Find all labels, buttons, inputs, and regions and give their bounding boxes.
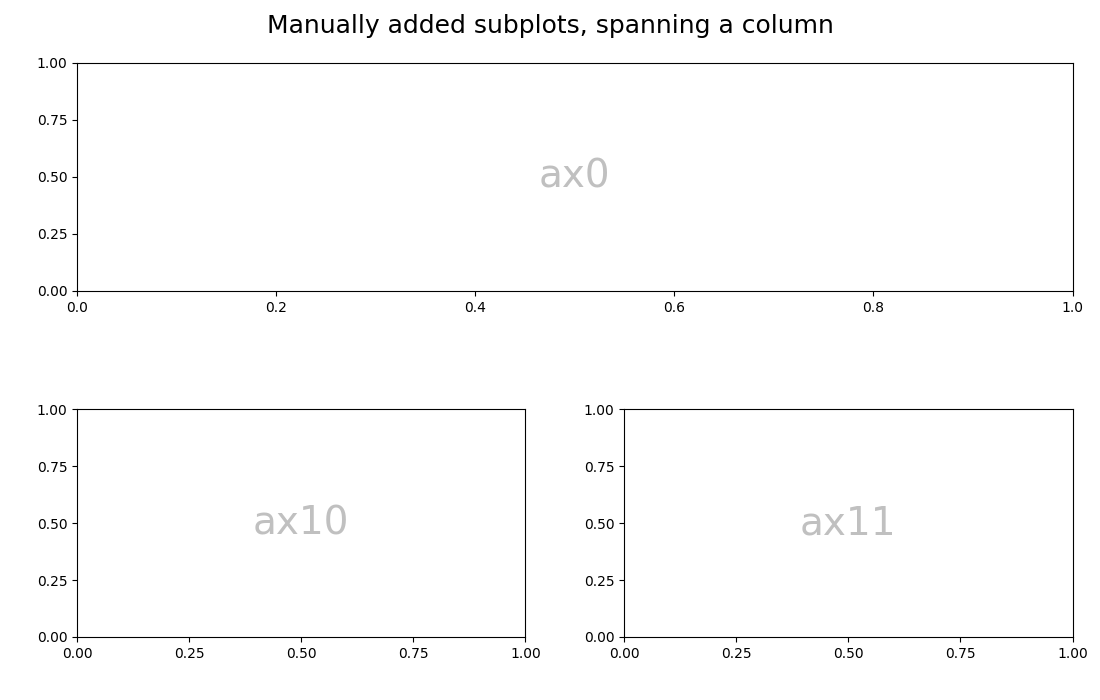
Text: ax11: ax11 (800, 504, 896, 542)
Text: ax10: ax10 (253, 504, 350, 542)
Text: ax0: ax0 (539, 158, 610, 196)
Text: Manually added subplots, spanning a column: Manually added subplots, spanning a colu… (266, 14, 834, 38)
